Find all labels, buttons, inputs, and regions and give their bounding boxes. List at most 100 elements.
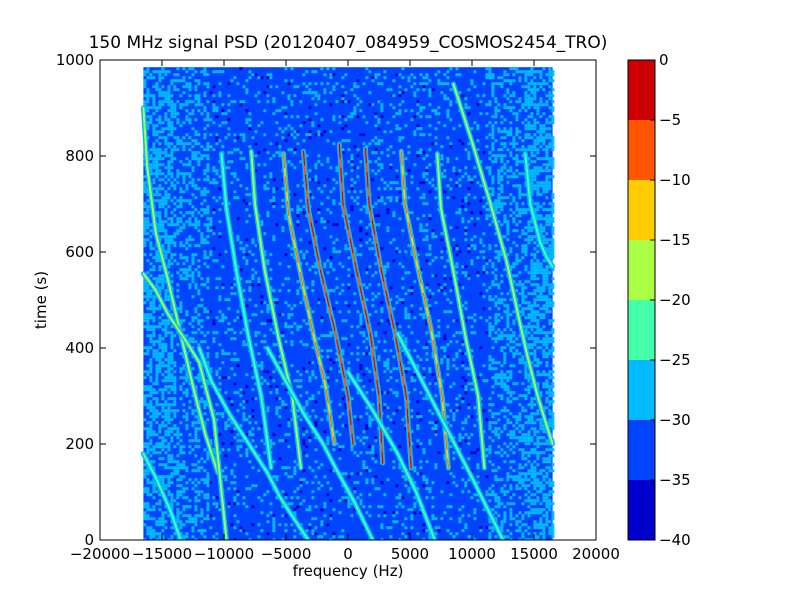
noise-cell xyxy=(173,403,177,407)
noise-cell xyxy=(461,217,465,221)
noise-cell xyxy=(146,232,150,236)
noise-cell xyxy=(374,223,378,227)
noise-cell xyxy=(170,106,174,110)
noise-cell xyxy=(323,475,327,479)
noise-cell xyxy=(542,478,546,482)
noise-cell xyxy=(143,175,147,179)
noise-cell xyxy=(191,367,195,371)
noise-cell xyxy=(539,193,543,197)
noise-cell xyxy=(395,196,399,200)
noise-cell xyxy=(287,466,291,470)
noise-cell xyxy=(278,355,282,359)
noise-cell xyxy=(527,337,531,341)
noise-cell xyxy=(230,151,234,155)
noise-cell xyxy=(509,133,513,137)
noise-cell xyxy=(143,238,147,242)
noise-cell xyxy=(203,109,207,113)
noise-cell xyxy=(524,265,528,269)
noise-cell xyxy=(221,109,225,113)
noise-cell xyxy=(521,193,525,197)
noise-cell xyxy=(332,88,336,92)
noise-cell xyxy=(272,475,276,479)
noise-cell xyxy=(143,388,147,392)
noise-cell xyxy=(344,73,348,77)
noise-cell xyxy=(305,403,309,407)
noise-cell xyxy=(176,73,180,77)
noise-cell xyxy=(539,223,543,227)
noise-cell xyxy=(428,289,432,293)
noise-cell xyxy=(152,433,156,437)
noise-cell xyxy=(161,424,165,428)
noise-cell xyxy=(167,187,171,191)
noise-cell xyxy=(368,469,372,473)
noise-cell xyxy=(305,454,309,458)
noise-cell xyxy=(524,118,528,122)
noise-cell xyxy=(155,379,159,383)
noise-cell xyxy=(491,376,495,380)
noise-cell xyxy=(527,292,531,296)
noise-cell xyxy=(395,391,399,395)
noise-cell xyxy=(356,391,360,395)
noise-cell xyxy=(143,73,147,77)
noise-cell xyxy=(437,106,441,110)
noise-cell xyxy=(272,343,276,347)
noise-cell xyxy=(149,316,153,320)
noise-cell xyxy=(419,358,423,362)
noise-cell xyxy=(173,235,177,239)
noise-cell xyxy=(521,103,525,107)
noise-cell xyxy=(329,256,333,260)
noise-cell xyxy=(275,409,279,413)
noise-cell xyxy=(299,373,303,377)
noise-cell xyxy=(185,427,189,431)
noise-cell xyxy=(488,451,492,455)
noise-cell xyxy=(473,319,477,323)
noise-cell xyxy=(230,100,234,104)
noise-cell xyxy=(548,217,552,221)
noise-cell xyxy=(335,238,339,242)
noise-cell xyxy=(218,232,222,236)
noise-cell xyxy=(260,301,264,305)
noise-cell xyxy=(275,385,279,389)
noise-cell xyxy=(359,133,363,137)
noise-cell xyxy=(530,112,534,116)
noise-cell xyxy=(530,262,534,266)
noise-cell xyxy=(392,106,396,110)
noise-cell xyxy=(539,73,543,77)
noise-cell xyxy=(170,379,174,383)
noise-cell xyxy=(410,292,414,296)
noise-cell xyxy=(485,145,489,149)
noise-cell xyxy=(161,136,165,140)
noise-cell xyxy=(320,334,324,338)
noise-cell xyxy=(191,439,195,443)
noise-cell xyxy=(500,394,504,398)
noise-cell xyxy=(152,445,156,449)
noise-cell xyxy=(170,100,174,104)
noise-cell xyxy=(149,334,153,338)
noise-cell xyxy=(434,187,438,191)
noise-cell xyxy=(464,274,468,278)
noise-cell xyxy=(530,169,534,173)
noise-cell xyxy=(257,151,261,155)
noise-cell xyxy=(215,418,219,422)
noise-cell xyxy=(347,247,351,251)
noise-cell xyxy=(158,364,162,368)
noise-cell xyxy=(221,145,225,149)
noise-cell xyxy=(458,208,462,212)
noise-cell xyxy=(170,331,174,335)
noise-cell xyxy=(533,316,537,320)
noise-cell xyxy=(452,412,456,416)
noise-cell xyxy=(536,106,540,110)
noise-cell xyxy=(191,271,195,275)
noise-cell xyxy=(155,130,159,134)
noise-cell xyxy=(371,457,375,461)
noise-cell xyxy=(143,313,147,317)
noise-cell xyxy=(425,331,429,335)
noise-cell xyxy=(233,172,237,176)
noise-cell xyxy=(488,169,492,173)
noise-cell xyxy=(182,121,186,125)
noise-cell xyxy=(236,439,240,443)
noise-cell xyxy=(278,289,282,293)
noise-cell xyxy=(209,253,213,257)
noise-cell xyxy=(320,316,324,320)
noise-cell xyxy=(212,100,216,104)
